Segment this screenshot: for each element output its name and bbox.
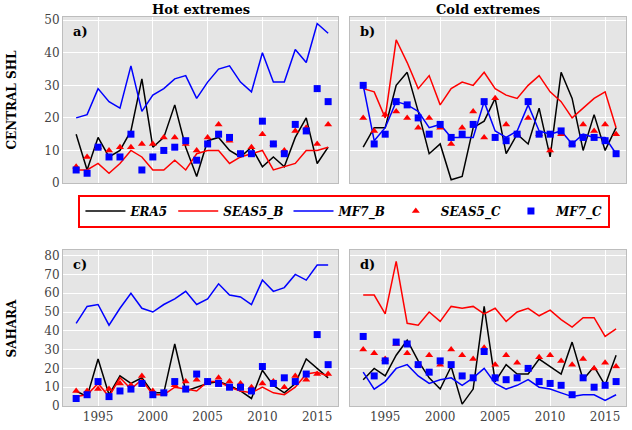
svg-text:20: 20 [44,111,59,125]
svg-text:2000: 2000 [138,410,169,424]
svg-text:d): d) [360,257,375,272]
svg-text:40: 40 [44,324,59,338]
svg-text:c): c) [73,257,87,272]
svg-text:Cold extremes: Cold extremes [436,2,540,17]
svg-text:b): b) [360,24,375,39]
svg-text:50: 50 [44,13,59,27]
svg-text:CENTRAL SHL: CENTRAL SHL [5,50,19,149]
svg-text:2005: 2005 [192,410,223,424]
svg-text:SEAS5_B: SEAS5_B [223,205,283,220]
svg-text:50: 50 [44,305,59,319]
svg-text:10: 10 [44,380,59,394]
svg-text:1995: 1995 [370,410,401,424]
svg-text:MF7_B: MF7_B [338,205,385,220]
svg-text:1995: 1995 [83,410,114,424]
svg-text:0: 0 [52,176,60,190]
svg-text:2010: 2010 [535,410,566,424]
svg-text:30: 30 [44,79,59,93]
svg-text:MF7_C: MF7_C [555,205,602,220]
svg-text:ERA5: ERA5 [129,205,167,219]
svg-text:80: 80 [44,249,59,263]
svg-text:Hot extremes: Hot extremes [152,2,250,17]
svg-text:2000: 2000 [425,410,456,424]
svg-text:2015: 2015 [590,410,621,424]
svg-text:20: 20 [44,362,59,376]
svg-text:60: 60 [44,286,59,300]
svg-text:SAHARA: SAHARA [5,299,19,358]
svg-text:2005: 2005 [480,410,511,424]
svg-text:SEAS5_C: SEAS5_C [441,205,501,220]
svg-text:10: 10 [44,144,59,158]
svg-text:70: 70 [44,268,59,282]
svg-text:2015: 2015 [302,410,333,424]
svg-text:a): a) [73,24,88,39]
svg-text:40: 40 [44,46,59,60]
svg-text:0: 0 [52,399,60,413]
svg-text:30: 30 [44,343,59,357]
svg-text:2010: 2010 [247,410,278,424]
